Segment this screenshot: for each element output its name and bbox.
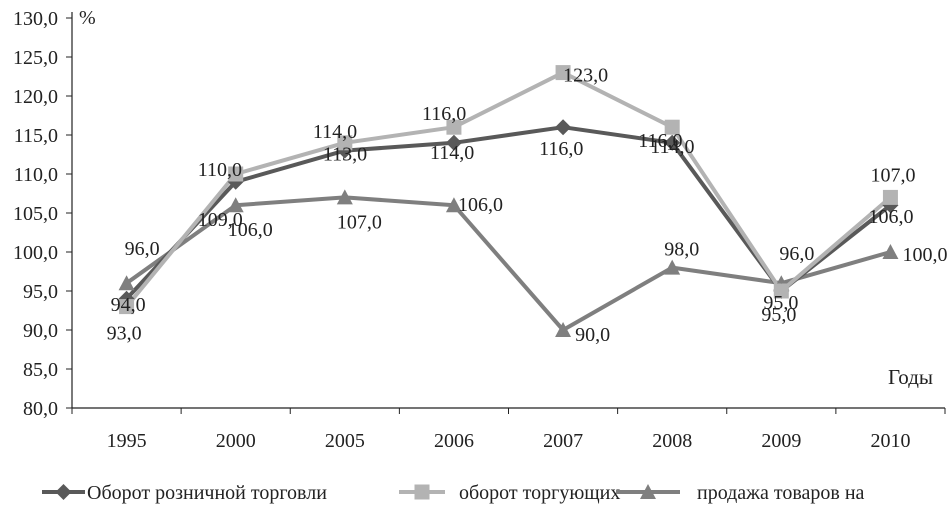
x-tick-label: 2000: [216, 430, 256, 452]
series-markers: [118, 65, 899, 337]
data-label: 95,0: [763, 292, 798, 314]
y-tick-label: 105,0: [13, 203, 58, 225]
data-label: 114,0: [430, 142, 474, 164]
y-tick-label: 85,0: [23, 359, 58, 381]
data-point-1: [445, 134, 462, 151]
legend-label-1: Оборот розничной торговли: [87, 482, 327, 504]
data-label: 107,0: [870, 164, 915, 186]
x-tick-label: 1995: [107, 430, 147, 452]
y-tick-label: 95,0: [23, 281, 58, 303]
axes: % Годы: [71, 7, 945, 409]
data-point-2: [228, 166, 244, 182]
data-point-2: [882, 189, 898, 205]
x-axis-title: Годы: [888, 365, 933, 389]
data-label: 113,0: [323, 144, 367, 166]
y-tick-label: 120,0: [13, 86, 58, 108]
x-tick-label: 2006: [434, 430, 474, 452]
data-label: 123,0: [563, 65, 608, 87]
x-tick-label: 2010: [870, 430, 910, 452]
data-label: 106,0: [458, 194, 503, 216]
y-ticks: 80,0 85,0 90,0 95,0 100,0 105,0 110,0 115,0 120,…: [13, 8, 72, 420]
y-tick-label: 90,0: [23, 320, 58, 342]
data-point-2: [555, 65, 571, 81]
legend-marker-2: [414, 484, 430, 500]
data-point-1: [555, 119, 572, 136]
data-label: 110,0: [198, 159, 242, 181]
series-line-3: [125, 195, 891, 332]
data-label: 93,0: [107, 323, 142, 345]
data-point-3: [118, 275, 135, 291]
data-label: 96,0: [125, 238, 160, 260]
data-label: 106,0: [868, 206, 913, 228]
data-point-2: [337, 135, 353, 151]
data-label: 109,0: [198, 209, 243, 231]
data-label: 116,0: [422, 103, 466, 125]
data-point-2: [446, 119, 462, 135]
data-label: 116,0: [638, 130, 682, 152]
data-label: 107,0: [337, 211, 382, 233]
data-point-3: [336, 189, 353, 205]
data-point-3: [227, 197, 244, 213]
data-point-2: [664, 119, 680, 135]
series-lines: [125, 70, 892, 332]
data-point-3: [445, 197, 462, 213]
x-ticks: 1995 2000 2005 2006 2007 2008 2009 2010: [71, 408, 946, 452]
data-label: 90,0: [575, 324, 610, 346]
data-label: 116,0: [539, 138, 583, 160]
legend: Оборот розничной торговли оборот торгующи…: [42, 482, 865, 504]
y-tick-label: 125,0: [13, 47, 58, 69]
x-tick-label: 2009: [761, 430, 801, 452]
data-label: 95,0: [761, 304, 796, 326]
y-tick-label: 110,0: [14, 164, 58, 186]
legend-marker-3: [640, 484, 656, 499]
series-line-2: [125, 70, 892, 308]
data-point-2: [119, 299, 135, 315]
data-label: 106,0: [228, 219, 273, 241]
data-label: 100,0: [902, 244, 947, 266]
y-tick-label: 115,0: [14, 125, 58, 147]
data-label: 114,0: [313, 121, 357, 143]
data-point-1: [664, 134, 681, 151]
y-tick-label: 80,0: [23, 398, 58, 420]
data-point-3: [555, 322, 572, 337]
y-tick-label: 130,0: [13, 8, 58, 30]
y-tick-label: 100,0: [13, 242, 58, 264]
legend-label-2: оборот торгующих: [459, 482, 620, 504]
legend-label-3: продажа товаров на: [697, 482, 865, 504]
data-label: 114,0: [650, 136, 694, 158]
x-tick-label: 2005: [325, 430, 365, 452]
data-label: 94,0: [111, 294, 146, 316]
legend-marker-1: [55, 484, 72, 500]
y-axis-title: %: [79, 7, 96, 29]
data-point-3: [664, 259, 681, 275]
data-label: 98,0: [664, 239, 699, 261]
x-tick-label: 2008: [652, 430, 692, 452]
data-point-3: [882, 244, 899, 259]
x-tick-label: 2007: [543, 430, 583, 452]
data-label: 96,0: [779, 243, 814, 265]
data-point-2: [773, 283, 789, 299]
